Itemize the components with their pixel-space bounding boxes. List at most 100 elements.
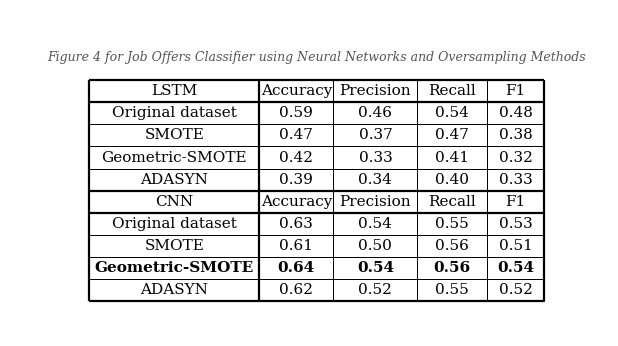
Text: 0.64: 0.64 [277, 261, 315, 275]
Bar [487, 235, 544, 257]
Bar [89, 169, 260, 191]
Text: 0.55: 0.55 [435, 217, 469, 231]
Text: Geometric-SMOTE: Geometric-SMOTE [95, 261, 254, 275]
Text: 0.41: 0.41 [435, 151, 469, 165]
Bar [89, 102, 260, 124]
Text: 0.54: 0.54 [435, 106, 469, 120]
Text: 0.33: 0.33 [499, 173, 532, 186]
Text: 0.47: 0.47 [279, 128, 313, 143]
Text: Precision: Precision [339, 84, 411, 98]
Text: Accuracy: Accuracy [261, 84, 332, 98]
Bar [417, 235, 487, 257]
Text: 0.40: 0.40 [435, 173, 469, 186]
Text: Geometric-SMOTE: Geometric-SMOTE [101, 151, 247, 165]
Bar [334, 169, 417, 191]
Bar [89, 146, 260, 169]
Bar [260, 257, 334, 279]
Bar [487, 146, 544, 169]
Bar [417, 279, 487, 301]
Bar [334, 124, 417, 146]
Bar [89, 80, 260, 102]
Text: 0.33: 0.33 [358, 151, 392, 165]
Text: Figure 4 for Job Offers Classifier using Neural Networks and Oversampling Method: Figure 4 for Job Offers Classifier using… [48, 51, 586, 64]
Text: 0.42: 0.42 [279, 151, 313, 165]
Bar [89, 279, 260, 301]
Text: 0.32: 0.32 [499, 151, 533, 165]
Bar [260, 102, 334, 124]
Bar [487, 124, 544, 146]
Text: 0.54: 0.54 [357, 261, 394, 275]
Text: 0.59: 0.59 [279, 106, 313, 120]
Bar [260, 80, 334, 102]
Text: 0.50: 0.50 [358, 239, 392, 253]
Text: 0.46: 0.46 [358, 106, 392, 120]
Bar [487, 169, 544, 191]
Bar [260, 146, 334, 169]
Bar [334, 235, 417, 257]
Text: 0.34: 0.34 [358, 173, 392, 186]
Bar [89, 235, 260, 257]
Text: 0.37: 0.37 [358, 128, 392, 143]
Bar [334, 80, 417, 102]
Bar [487, 102, 544, 124]
Bar [417, 191, 487, 213]
Text: SMOTE: SMOTE [144, 239, 204, 253]
Bar [417, 102, 487, 124]
Bar [417, 146, 487, 169]
Text: 0.47: 0.47 [435, 128, 469, 143]
Bar [260, 191, 334, 213]
Bar [334, 191, 417, 213]
Text: Original dataset: Original dataset [112, 106, 237, 120]
Bar [487, 213, 544, 235]
Bar [417, 124, 487, 146]
Text: Recall: Recall [428, 195, 476, 209]
Bar [260, 235, 334, 257]
Text: 0.55: 0.55 [435, 283, 469, 297]
Text: Accuracy: Accuracy [261, 195, 332, 209]
Bar [89, 213, 260, 235]
Text: 0.51: 0.51 [499, 239, 533, 253]
Bar [260, 124, 334, 146]
Text: 0.48: 0.48 [499, 106, 533, 120]
Text: 0.63: 0.63 [279, 217, 313, 231]
Text: Original dataset: Original dataset [112, 217, 237, 231]
Text: Precision: Precision [339, 195, 411, 209]
Text: 0.52: 0.52 [499, 283, 533, 297]
Bar [334, 213, 417, 235]
Bar [89, 124, 260, 146]
Text: 0.53: 0.53 [499, 217, 532, 231]
Bar [417, 169, 487, 191]
Text: F1: F1 [506, 84, 526, 98]
Bar [417, 257, 487, 279]
Bar [260, 169, 334, 191]
Text: LSTM: LSTM [151, 84, 197, 98]
Bar [417, 213, 487, 235]
Text: 0.38: 0.38 [499, 128, 532, 143]
Bar [487, 279, 544, 301]
Text: CNN: CNN [155, 195, 193, 209]
Text: Recall: Recall [428, 84, 476, 98]
Text: 0.54: 0.54 [497, 261, 534, 275]
Bar [417, 80, 487, 102]
Bar [334, 102, 417, 124]
Text: 0.62: 0.62 [279, 283, 313, 297]
Text: F1: F1 [506, 195, 526, 209]
Text: 0.56: 0.56 [435, 239, 469, 253]
Text: 0.52: 0.52 [358, 283, 392, 297]
Text: ADASYN: ADASYN [140, 173, 208, 186]
Bar [487, 191, 544, 213]
Bar [487, 80, 544, 102]
Bar [260, 213, 334, 235]
Bar [89, 191, 260, 213]
Bar [334, 257, 417, 279]
Bar [487, 257, 544, 279]
Bar [260, 279, 334, 301]
Bar [334, 146, 417, 169]
Text: ADASYN: ADASYN [140, 283, 208, 297]
Text: 0.39: 0.39 [279, 173, 313, 186]
Bar [89, 257, 260, 279]
Bar [334, 279, 417, 301]
Text: 0.61: 0.61 [279, 239, 313, 253]
Text: 0.54: 0.54 [358, 217, 392, 231]
Text: SMOTE: SMOTE [144, 128, 204, 143]
